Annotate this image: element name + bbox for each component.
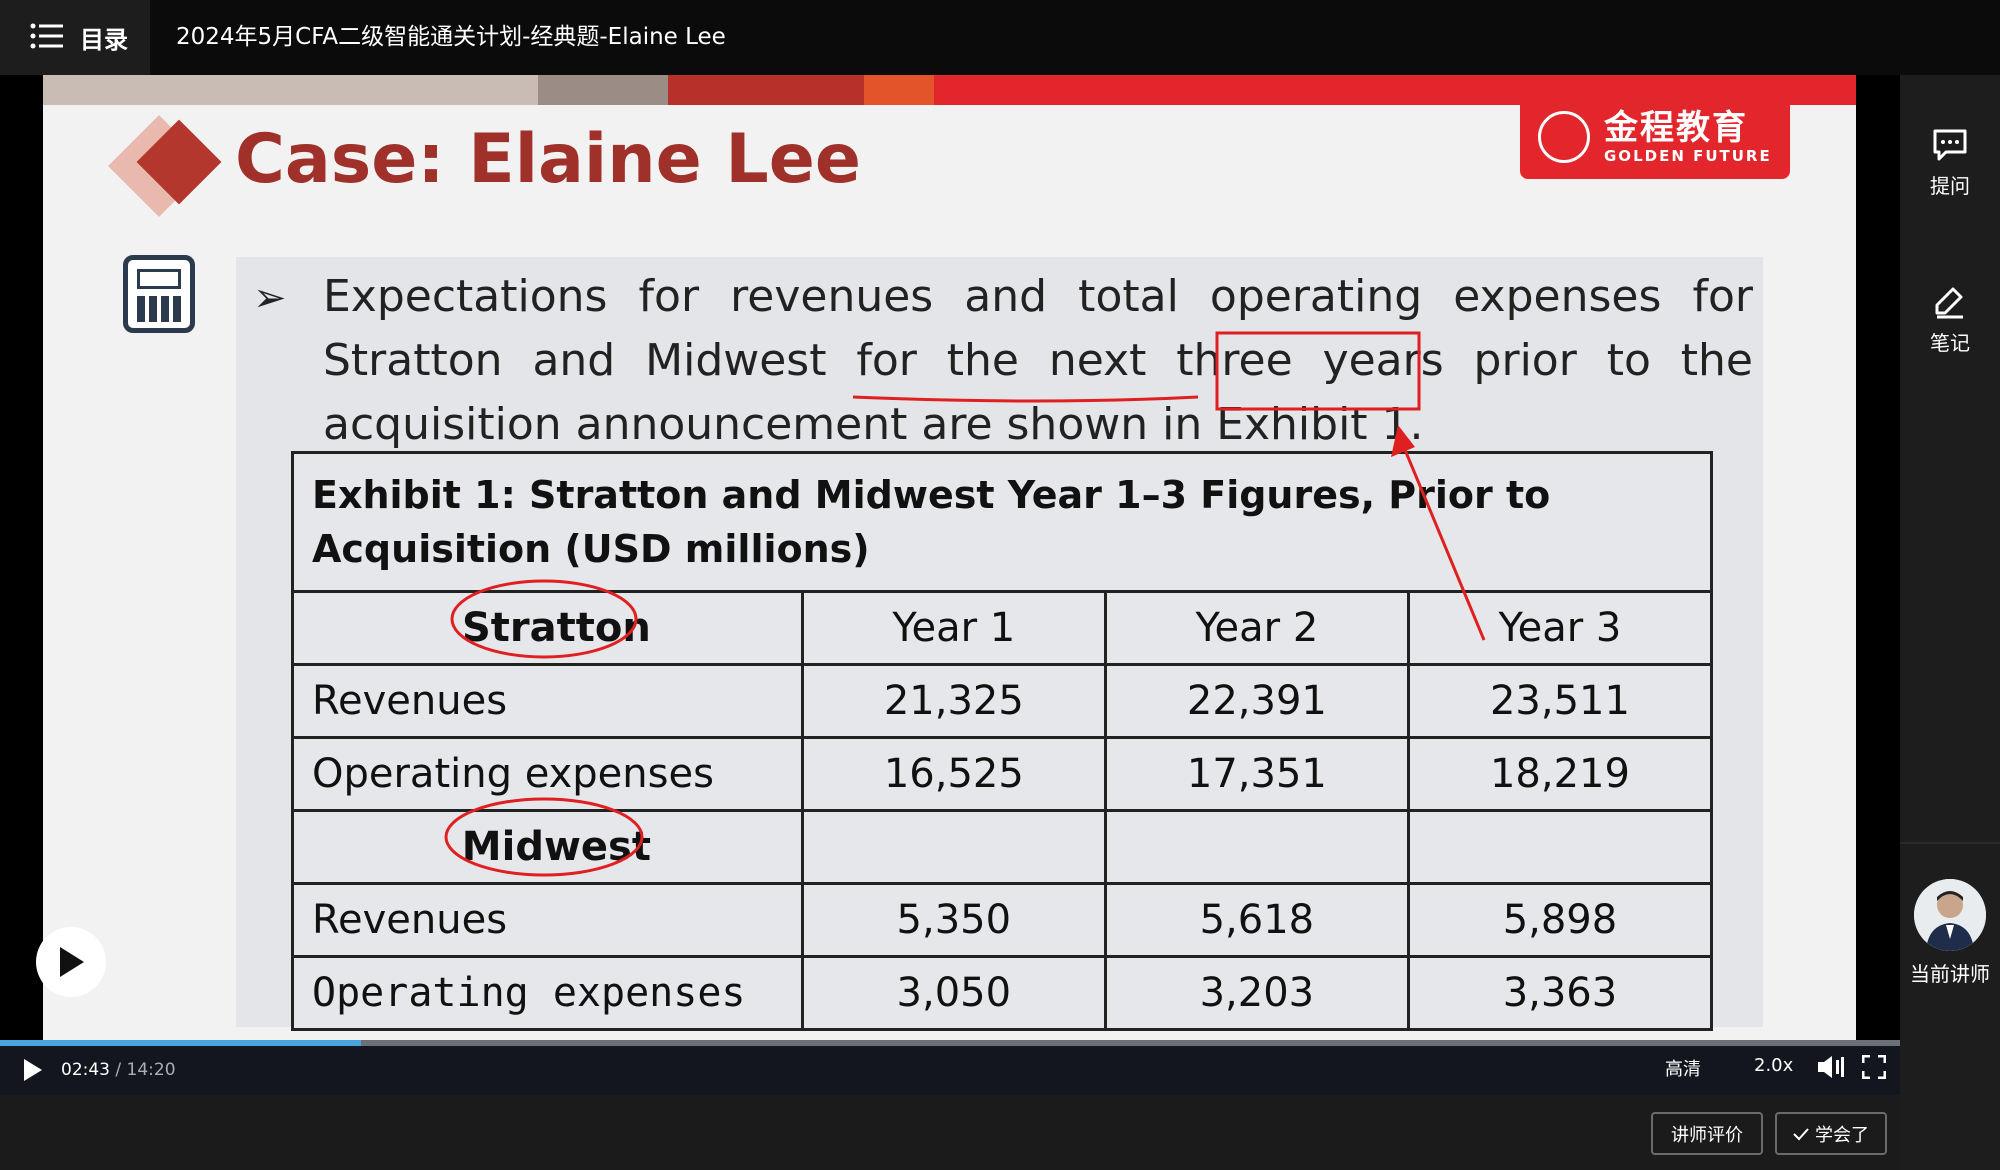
- current-teacher: 当前讲师: [1900, 958, 2000, 987]
- speed-button[interactable]: 2.0x: [1754, 1055, 1794, 1076]
- midwest-header-row: Midwest: [291, 809, 1714, 885]
- cell-value: 5,350: [800, 882, 1107, 958]
- exhibit-table: Exhibit 1: Stratton and Midwest Year 1–3…: [291, 451, 1714, 1031]
- pencil-icon: [1935, 287, 1963, 319]
- ask-label: 提问: [1930, 174, 1970, 198]
- midwest-header: Midwest: [291, 809, 804, 885]
- cell-value: 17,351: [1103, 736, 1410, 812]
- case-paragraph: Expectations for revenues and total oper…: [323, 271, 1753, 450]
- row-label: Revenues: [291, 882, 804, 958]
- time-separator: /: [110, 1060, 127, 1080]
- row-label: Operating expenses: [291, 955, 804, 1031]
- arrow-bullet-icon: ➢: [253, 275, 287, 321]
- right-sidebar: [1900, 75, 2000, 1170]
- lecture-slide: Case: Elaine Lee 金程教育 GOLDEN FUTURE ➢ Ex…: [43, 75, 1856, 1040]
- cell-value: 3,203: [1103, 955, 1410, 1031]
- catalog-label: 目录: [80, 26, 128, 54]
- table-row: Operating expenses 3,050 3,203 3,363: [291, 955, 1714, 1031]
- row-label: Revenues: [291, 663, 804, 739]
- total-time: 14:20: [126, 1060, 176, 1080]
- video-player[interactable]: Case: Elaine Lee 金程教育 GOLDEN FUTURE ➢ Ex…: [0, 75, 1900, 1095]
- cell-value: 16,525: [800, 736, 1107, 812]
- logo-chinese-text: 金程教育: [1604, 108, 1748, 148]
- progress-bar[interactable]: [0, 1040, 1900, 1046]
- year3-header: Year 3: [1406, 590, 1714, 666]
- table-row: Revenues 5,350 5,618 5,898: [291, 882, 1714, 958]
- play-icon: [24, 1059, 42, 1081]
- rate-teacher-button[interactable]: 讲师评价: [1651, 1112, 1763, 1155]
- catalog-button[interactable]: 目录: [0, 0, 150, 75]
- notes-button[interactable]: 笔记: [1900, 285, 2000, 356]
- empty-cell: [800, 809, 1107, 885]
- table-header-row: Stratton Year 1 Year 2 Year 3: [291, 590, 1714, 666]
- cell-value: 5,898: [1406, 882, 1714, 958]
- control-bar: [0, 1040, 1900, 1095]
- progress-fill: [0, 1040, 361, 1046]
- teacher-label: 当前讲师: [1910, 962, 1990, 986]
- golden-future-logo: 金程教育 GOLDEN FUTURE: [1520, 95, 1790, 179]
- ask-question-button[interactable]: 提问: [1900, 128, 2000, 199]
- volume-icon: [1818, 1056, 1844, 1078]
- fullscreen-button[interactable]: [1861, 1054, 1887, 1083]
- menu-icon: [30, 23, 64, 53]
- exhibit-title: Exhibit 1: Stratton and Midwest Year 1–3…: [291, 451, 1713, 593]
- fullscreen-icon: [1861, 1054, 1887, 1080]
- year2-header: Year 2: [1103, 590, 1410, 666]
- volume-button[interactable]: [1816, 1054, 1846, 1084]
- notes-label: 笔记: [1930, 331, 1970, 355]
- cell-value: 23,511: [1406, 663, 1714, 739]
- play-button[interactable]: [22, 1058, 44, 1086]
- empty-cell: [1103, 809, 1410, 885]
- cell-value: 3,363: [1406, 955, 1714, 1031]
- table-row: Revenues 21,325 22,391 23,511: [291, 663, 1714, 739]
- play-icon: [60, 947, 84, 977]
- time-display: 02:43 / 14:20: [61, 1060, 176, 1080]
- cell-value: 18,219: [1406, 736, 1714, 812]
- table-row: Operating expenses 16,525 17,351 18,219: [291, 736, 1714, 812]
- chat-bubble-icon: [1933, 129, 1967, 161]
- cell-value: 21,325: [800, 663, 1107, 739]
- slide-title: Case: Elaine Lee: [235, 120, 861, 199]
- check-icon: [1793, 1127, 1809, 1140]
- top-bar: 目录 2024年5月CFA二级智能通关计划-经典题-Elaine Lee: [0, 0, 2000, 75]
- teacher-portrait: [1914, 879, 1986, 951]
- calculator-icon: [123, 255, 195, 333]
- bottom-bar: [0, 1095, 1900, 1170]
- sidebar-divider: [1900, 842, 2000, 844]
- stratton-header: Stratton: [291, 590, 804, 666]
- course-title: 2024年5月CFA二级智能通关计划-经典题-Elaine Lee: [176, 24, 726, 50]
- quality-button[interactable]: 高清: [1665, 1059, 1701, 1080]
- cell-value: 5,618: [1103, 882, 1410, 958]
- learned-button[interactable]: 学会了: [1775, 1112, 1887, 1155]
- play-overlay-button[interactable]: [36, 927, 106, 997]
- year1-header: Year 1: [800, 590, 1107, 666]
- cell-value: 3,050: [800, 955, 1107, 1031]
- cell-value: 22,391: [1103, 663, 1410, 739]
- learned-label: 学会了: [1815, 1124, 1869, 1146]
- logo-seal-icon: [1538, 111, 1590, 163]
- row-label: Operating expenses: [291, 736, 804, 812]
- current-time: 02:43: [61, 1060, 110, 1080]
- empty-cell: [1406, 809, 1714, 885]
- teacher-avatar[interactable]: [1914, 879, 1986, 951]
- logo-english-text: GOLDEN FUTURE: [1604, 147, 1772, 165]
